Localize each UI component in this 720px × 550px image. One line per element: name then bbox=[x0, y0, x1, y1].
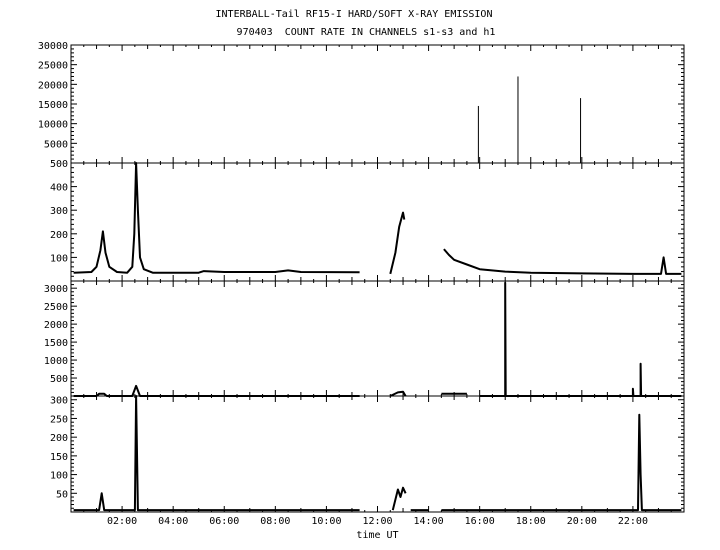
panel-3-ytick-label: 2500 bbox=[44, 302, 68, 313]
panel-1-ytick-label: 20000 bbox=[38, 80, 68, 91]
panel-1-ytick-label: 25000 bbox=[38, 61, 68, 72]
panel-1-ytick-label: 15000 bbox=[38, 100, 68, 111]
panel-2-ytick-label: 300 bbox=[50, 206, 68, 217]
panel-2-ytick-label: 400 bbox=[50, 183, 68, 194]
x-tick-label: 18:00 bbox=[516, 516, 546, 527]
x-tick-label: 16:00 bbox=[465, 516, 495, 527]
x-tick-label: 06:00 bbox=[209, 516, 239, 527]
panel-4-ytick-label: 100 bbox=[50, 471, 68, 482]
x-tick-label: 10:00 bbox=[311, 516, 341, 527]
panel-3-ytick-label: 1500 bbox=[44, 338, 68, 349]
panel-4-ytick-label: 150 bbox=[50, 452, 68, 463]
panel-2-frame bbox=[70, 162, 685, 282]
chart-title: INTERBALL-Tail RF15-I HARD/SOFT X-RAY EM… bbox=[215, 9, 493, 20]
panel-3-frame bbox=[70, 280, 685, 397]
x-tick-label: 20:00 bbox=[567, 516, 597, 527]
panel-4-ytick-label: 250 bbox=[50, 414, 68, 425]
x-tick-label: 12:00 bbox=[362, 516, 392, 527]
panel-3-ytick-label: 2000 bbox=[44, 320, 68, 331]
panel-3-ytick-label: 3000 bbox=[44, 284, 68, 295]
panel-1-ytick-label: 5000 bbox=[44, 139, 68, 150]
panel-1-frame bbox=[70, 44, 685, 164]
panel-4-series-line bbox=[73, 395, 682, 512]
panel-2-ytick-label: 100 bbox=[50, 253, 68, 264]
panel-2-ytick-label: 200 bbox=[50, 230, 68, 241]
chart-subtitle: 970403 COUNT RATE IN CHANNELS s1-s3 and … bbox=[236, 27, 496, 38]
panel-4-ytick-label: 200 bbox=[50, 433, 68, 444]
panel-2-series-line bbox=[73, 162, 682, 275]
x-tick-label: 14:00 bbox=[414, 516, 444, 527]
x-tick-label: 08:00 bbox=[260, 516, 290, 527]
x-tick-label: 02:00 bbox=[107, 516, 137, 527]
x-tick-label: 04:00 bbox=[158, 516, 188, 527]
x-axis-label: time UT bbox=[356, 530, 398, 541]
x-tick-label: 22:00 bbox=[618, 516, 648, 527]
panel-3-ytick-label: 500 bbox=[50, 374, 68, 385]
panel-4-ytick-label: 300 bbox=[50, 396, 68, 407]
panel-1-ytick-label: 30000 bbox=[38, 41, 68, 52]
panel-1-ytick-label: 10000 bbox=[38, 120, 68, 131]
panel-2-ytick-label: 500 bbox=[50, 159, 68, 170]
panel-3-series-line bbox=[73, 281, 682, 397]
panel-4-ytick-label: 50 bbox=[56, 489, 68, 500]
panel-4-frame bbox=[70, 395, 685, 513]
panel-3-ytick-label: 1000 bbox=[44, 356, 68, 367]
